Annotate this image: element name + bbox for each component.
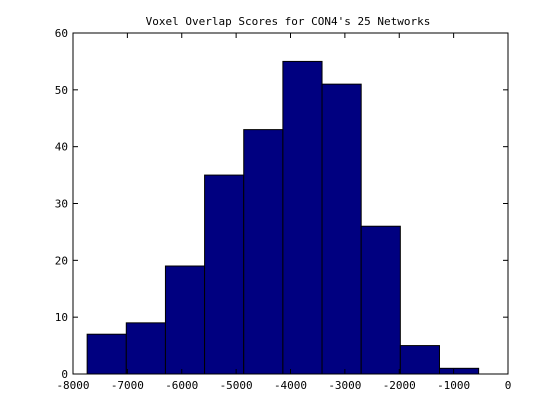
x-tick-label: -4000 [274, 379, 307, 392]
x-tick-label: -8000 [56, 379, 89, 392]
histogram-bar-10 [438, 367, 480, 375]
histogram-bar-5 [243, 129, 284, 375]
histogram-bar-6 [282, 60, 323, 375]
y-tick-label: 50 [55, 84, 68, 97]
x-tick-label: -1000 [437, 379, 470, 392]
histogram-bar-9 [399, 345, 440, 375]
histogram-bar-7 [321, 83, 362, 375]
x-tick-label: -2000 [383, 379, 416, 392]
ticks-group: -8000 -7000 -6000 -5000 -4000 -3000 -2000 -1000… [55, 27, 512, 392]
y-tick-label: 40 [55, 141, 68, 154]
x-tick-label: -5000 [220, 379, 253, 392]
x-tick-label: -7000 [111, 379, 144, 392]
chart-title: Voxel Overlap Scores for CON4's 25 Netwo… [146, 15, 431, 28]
histogram-bar-8 [360, 225, 401, 375]
histogram-bar-2 [125, 322, 166, 375]
histogram-bar-1 [86, 333, 127, 375]
histogram-bar-4 [204, 174, 245, 375]
bars-group [86, 60, 480, 375]
y-tick-label: 10 [55, 311, 68, 324]
y-tick-label: 0 [61, 368, 68, 381]
plot-frame [72, 32, 509, 375]
x-tick-label: -3000 [328, 379, 361, 392]
x-tick-label: -6000 [165, 379, 198, 392]
y-tick-label: 20 [55, 254, 68, 267]
x-tick-label: 0 [505, 379, 512, 392]
y-tick-label: 60 [55, 27, 68, 40]
y-tick-label: 30 [55, 198, 68, 211]
histogram-bar-3 [164, 265, 206, 375]
